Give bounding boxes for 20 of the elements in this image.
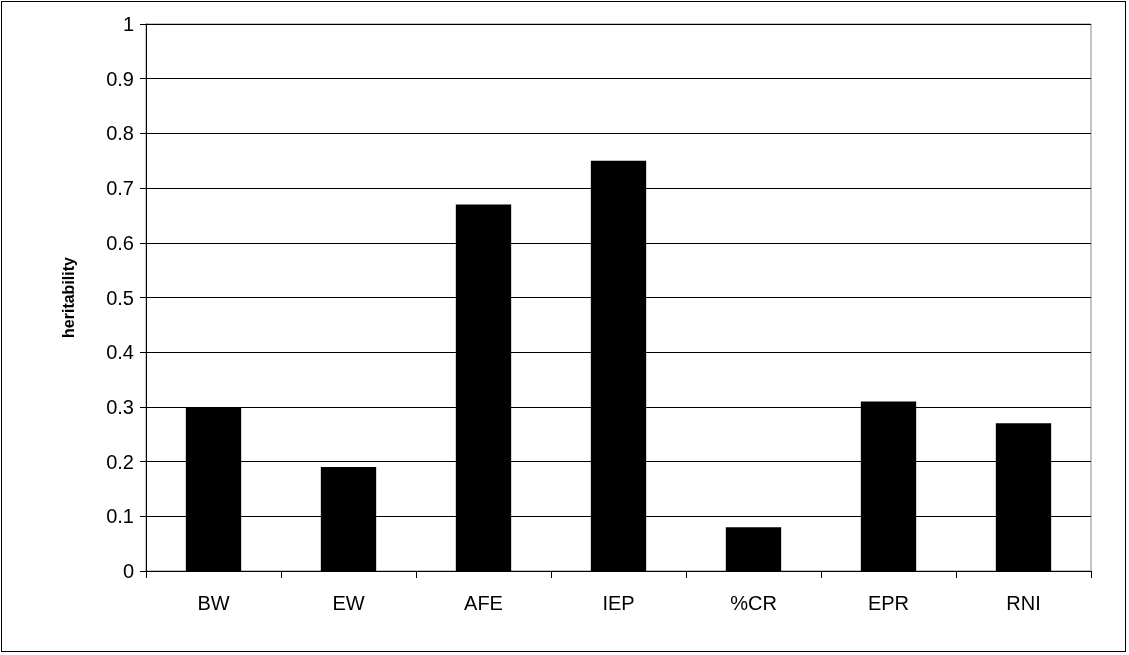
x-tick-label: EW [332, 592, 365, 614]
y-tick-label: 0 [122, 560, 134, 582]
bar [725, 527, 782, 571]
y-tick-label: 0.7 [106, 177, 134, 200]
y-tick-label: 0.9 [106, 67, 134, 90]
y-axis-title: heritability [59, 256, 77, 338]
x-tick-label: AFE [464, 592, 503, 614]
x-tick-label: EPR [867, 592, 910, 614]
x-tick-label: BW [197, 592, 230, 614]
y-tick-label: 0.2 [106, 450, 134, 473]
x-tick-label: RNI [1006, 592, 1041, 614]
y-tick-label: 1 [122, 13, 134, 35]
y-tick-label: 0.5 [106, 286, 134, 309]
y-tick-label: 0.6 [106, 231, 134, 254]
x-tick-label: IEP [602, 592, 635, 614]
y-tick-label: 0.8 [106, 122, 134, 145]
y-tick-label: 0.3 [106, 395, 134, 418]
x-tick-label: %CR [730, 592, 777, 614]
y-tick-label: 0.4 [106, 341, 134, 364]
y-tick-label: 0.1 [106, 505, 134, 528]
